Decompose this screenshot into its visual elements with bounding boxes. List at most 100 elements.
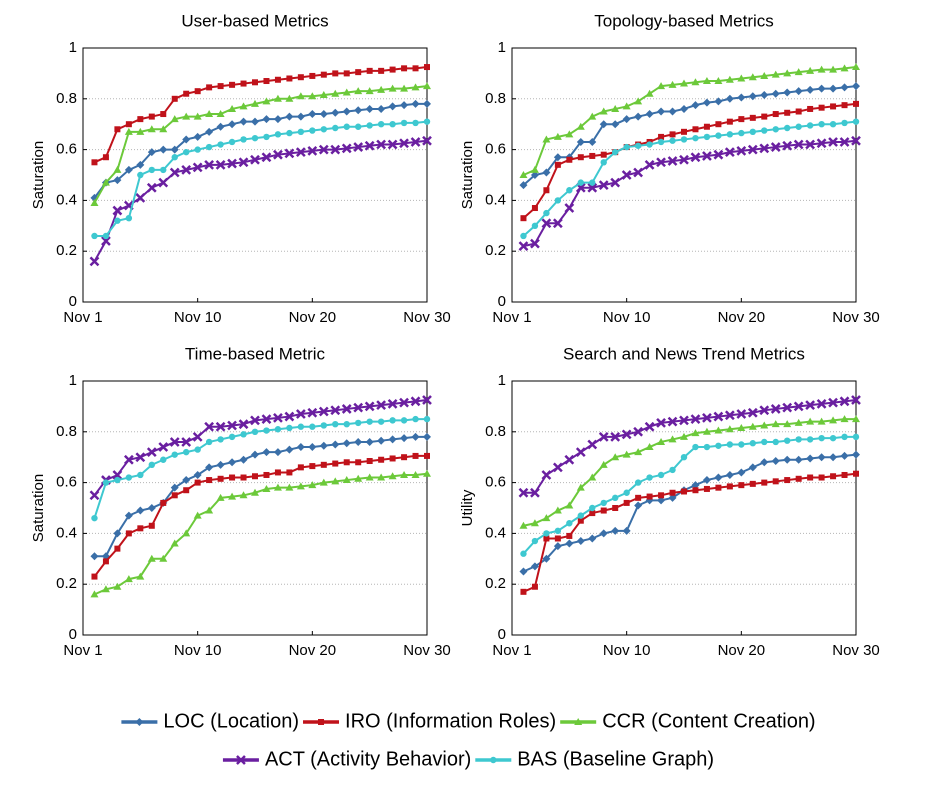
y-tick-label: 0.8 [56,90,77,107]
marker [530,171,539,179]
marker [680,104,688,113]
marker [146,182,157,193]
marker [829,434,837,442]
marker [204,159,215,170]
marker [610,431,621,442]
marker [400,434,409,443]
marker [332,420,339,428]
marker [170,539,179,547]
marker [552,462,563,473]
marker [387,398,398,409]
legend: LOC (Location) IRO (Information Roles) CCR… [121,710,816,770]
marker [228,492,237,500]
marker [182,112,191,120]
marker [89,490,100,501]
marker [794,455,803,464]
marker [217,83,224,90]
marker [320,422,327,429]
marker [125,530,132,537]
marker [194,146,201,153]
marker [307,407,318,418]
marker [192,162,203,173]
legend-marker [490,756,497,764]
marker [772,478,779,485]
marker [621,170,632,180]
marker [761,127,768,134]
marker [424,452,430,459]
marker [262,484,271,492]
marker [703,133,711,141]
marker [193,132,202,141]
marker [646,474,653,481]
y-tick-label: 0.8 [485,423,506,440]
marker [852,82,860,91]
marker [633,167,644,178]
marker [148,461,155,469]
marker [228,120,237,129]
marker [146,447,157,458]
y-tick-label: 0.8 [56,423,77,440]
marker [229,474,236,481]
marker [737,93,746,102]
marker [101,178,110,186]
series-line [522,435,856,555]
marker [600,159,607,166]
marker [250,154,260,165]
marker [113,529,122,538]
marker [793,139,804,150]
marker [657,107,666,116]
marker [726,131,734,138]
marker [285,94,294,102]
marker [668,107,677,116]
marker [564,203,575,213]
marker [318,406,329,417]
marker [714,97,723,106]
marker [726,118,733,125]
marker [634,448,643,456]
marker [90,590,99,598]
marker [530,562,539,571]
marker [388,472,397,480]
marker [715,121,722,128]
marker [611,453,620,461]
marker [400,417,408,424]
marker [531,537,539,545]
marker [576,537,585,546]
marker [646,141,653,148]
marker [761,438,768,446]
marker [669,466,676,474]
marker [702,151,712,161]
marker [840,451,849,460]
marker [309,127,316,134]
series-line [523,472,857,593]
legend-label: BAS (Baseline Graph) [517,748,714,770]
marker [101,585,110,593]
marker [158,442,169,452]
marker [296,482,305,490]
marker [412,65,419,72]
marker [217,436,224,443]
marker [377,418,385,425]
marker [795,436,802,443]
marker [273,412,283,423]
marker [598,431,609,442]
marker [263,471,270,478]
marker [794,418,803,426]
marker [91,159,98,166]
y-tick-label: 0 [498,626,506,643]
marker [341,404,352,414]
marker [577,179,584,186]
x-tick-label: Nov 30 [403,309,451,326]
marker [112,470,123,480]
marker [692,443,699,451]
marker [423,118,431,125]
marker [738,482,745,489]
marker [286,129,293,137]
marker [181,437,192,447]
y-tick-label: 0.2 [485,575,506,592]
x-tick-label: Nov 1 [492,309,531,326]
marker [228,433,236,441]
marker [318,144,329,155]
marker [319,90,328,98]
marker [309,72,316,79]
